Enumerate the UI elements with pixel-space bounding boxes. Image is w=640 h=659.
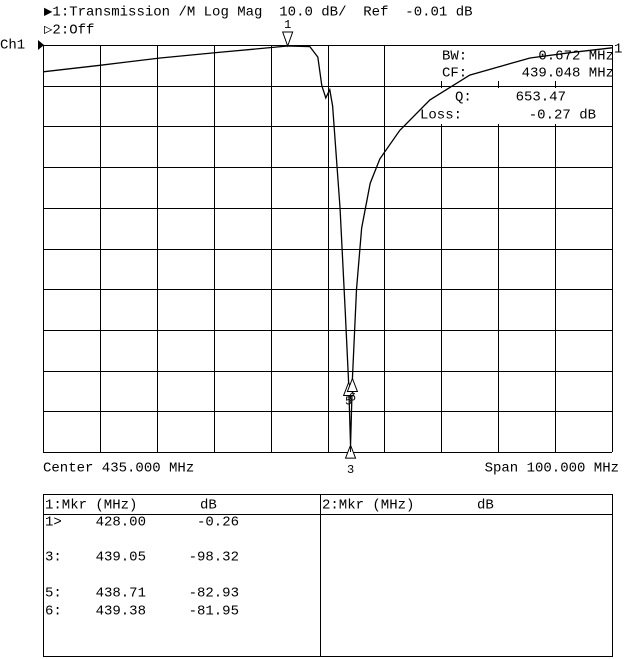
marker-label: 6 [349, 391, 356, 405]
table-header: 2:Mkr (MHz) [322, 498, 414, 514]
info-value: -0.27 dB [529, 108, 596, 124]
marker-label: 1 [284, 18, 291, 32]
marker-label: 5 [345, 395, 352, 409]
table-cell: 5: [45, 586, 62, 602]
info-key: Q: [455, 90, 472, 106]
info-value: 0.672 MHz [538, 49, 614, 65]
marker-table: 1:Mkr (MHz) dB 1> 428.00 -0.26 3: 439.05 -98.32… [43, 494, 613, 657]
table-header: dB [200, 498, 217, 514]
info-value: 439.048 MHz [522, 66, 614, 82]
info-key: BW: [442, 49, 467, 65]
info-key: Loss: [420, 108, 462, 124]
span-label: Span 100.000 MHz [485, 461, 619, 477]
table-cell: -82.93 [189, 586, 239, 602]
table-frame [43, 494, 613, 657]
trace2-header: ▷2:Off [44, 23, 94, 39]
info-key: CF: [442, 66, 467, 82]
table-header: 1:Mkr (MHz) [45, 498, 137, 514]
table-cell: -98.32 [189, 550, 239, 566]
ref-marker-label: 1 [614, 42, 622, 58]
ref-pointer [38, 40, 44, 50]
center-label: Center 435.000 MHz [43, 461, 194, 477]
marker [346, 377, 359, 392]
channel-label: Ch1 [0, 38, 25, 54]
marker [281, 31, 294, 48]
table-cell: 439.05 [96, 550, 146, 566]
table-cell: -0.26 [197, 515, 239, 531]
info-backdrop [418, 88, 611, 124]
table-cell: 439.38 [96, 604, 146, 620]
table-cell: 428.00 [96, 515, 146, 531]
table-cell: 1> [45, 515, 62, 531]
table-cell: 438.71 [96, 586, 146, 602]
table-header: dB [477, 498, 494, 514]
table-cell: -81.95 [189, 604, 239, 620]
marker-label: 3 [347, 463, 354, 477]
table-cell: 6: [45, 604, 62, 620]
trace [42, 45, 613, 446]
table-cell: 3: [45, 550, 62, 566]
trace1-header: ▶1:Transmission /M Log Mag 10.0 dB/ Ref … [44, 5, 473, 21]
info-value: 653.47 [516, 90, 566, 106]
